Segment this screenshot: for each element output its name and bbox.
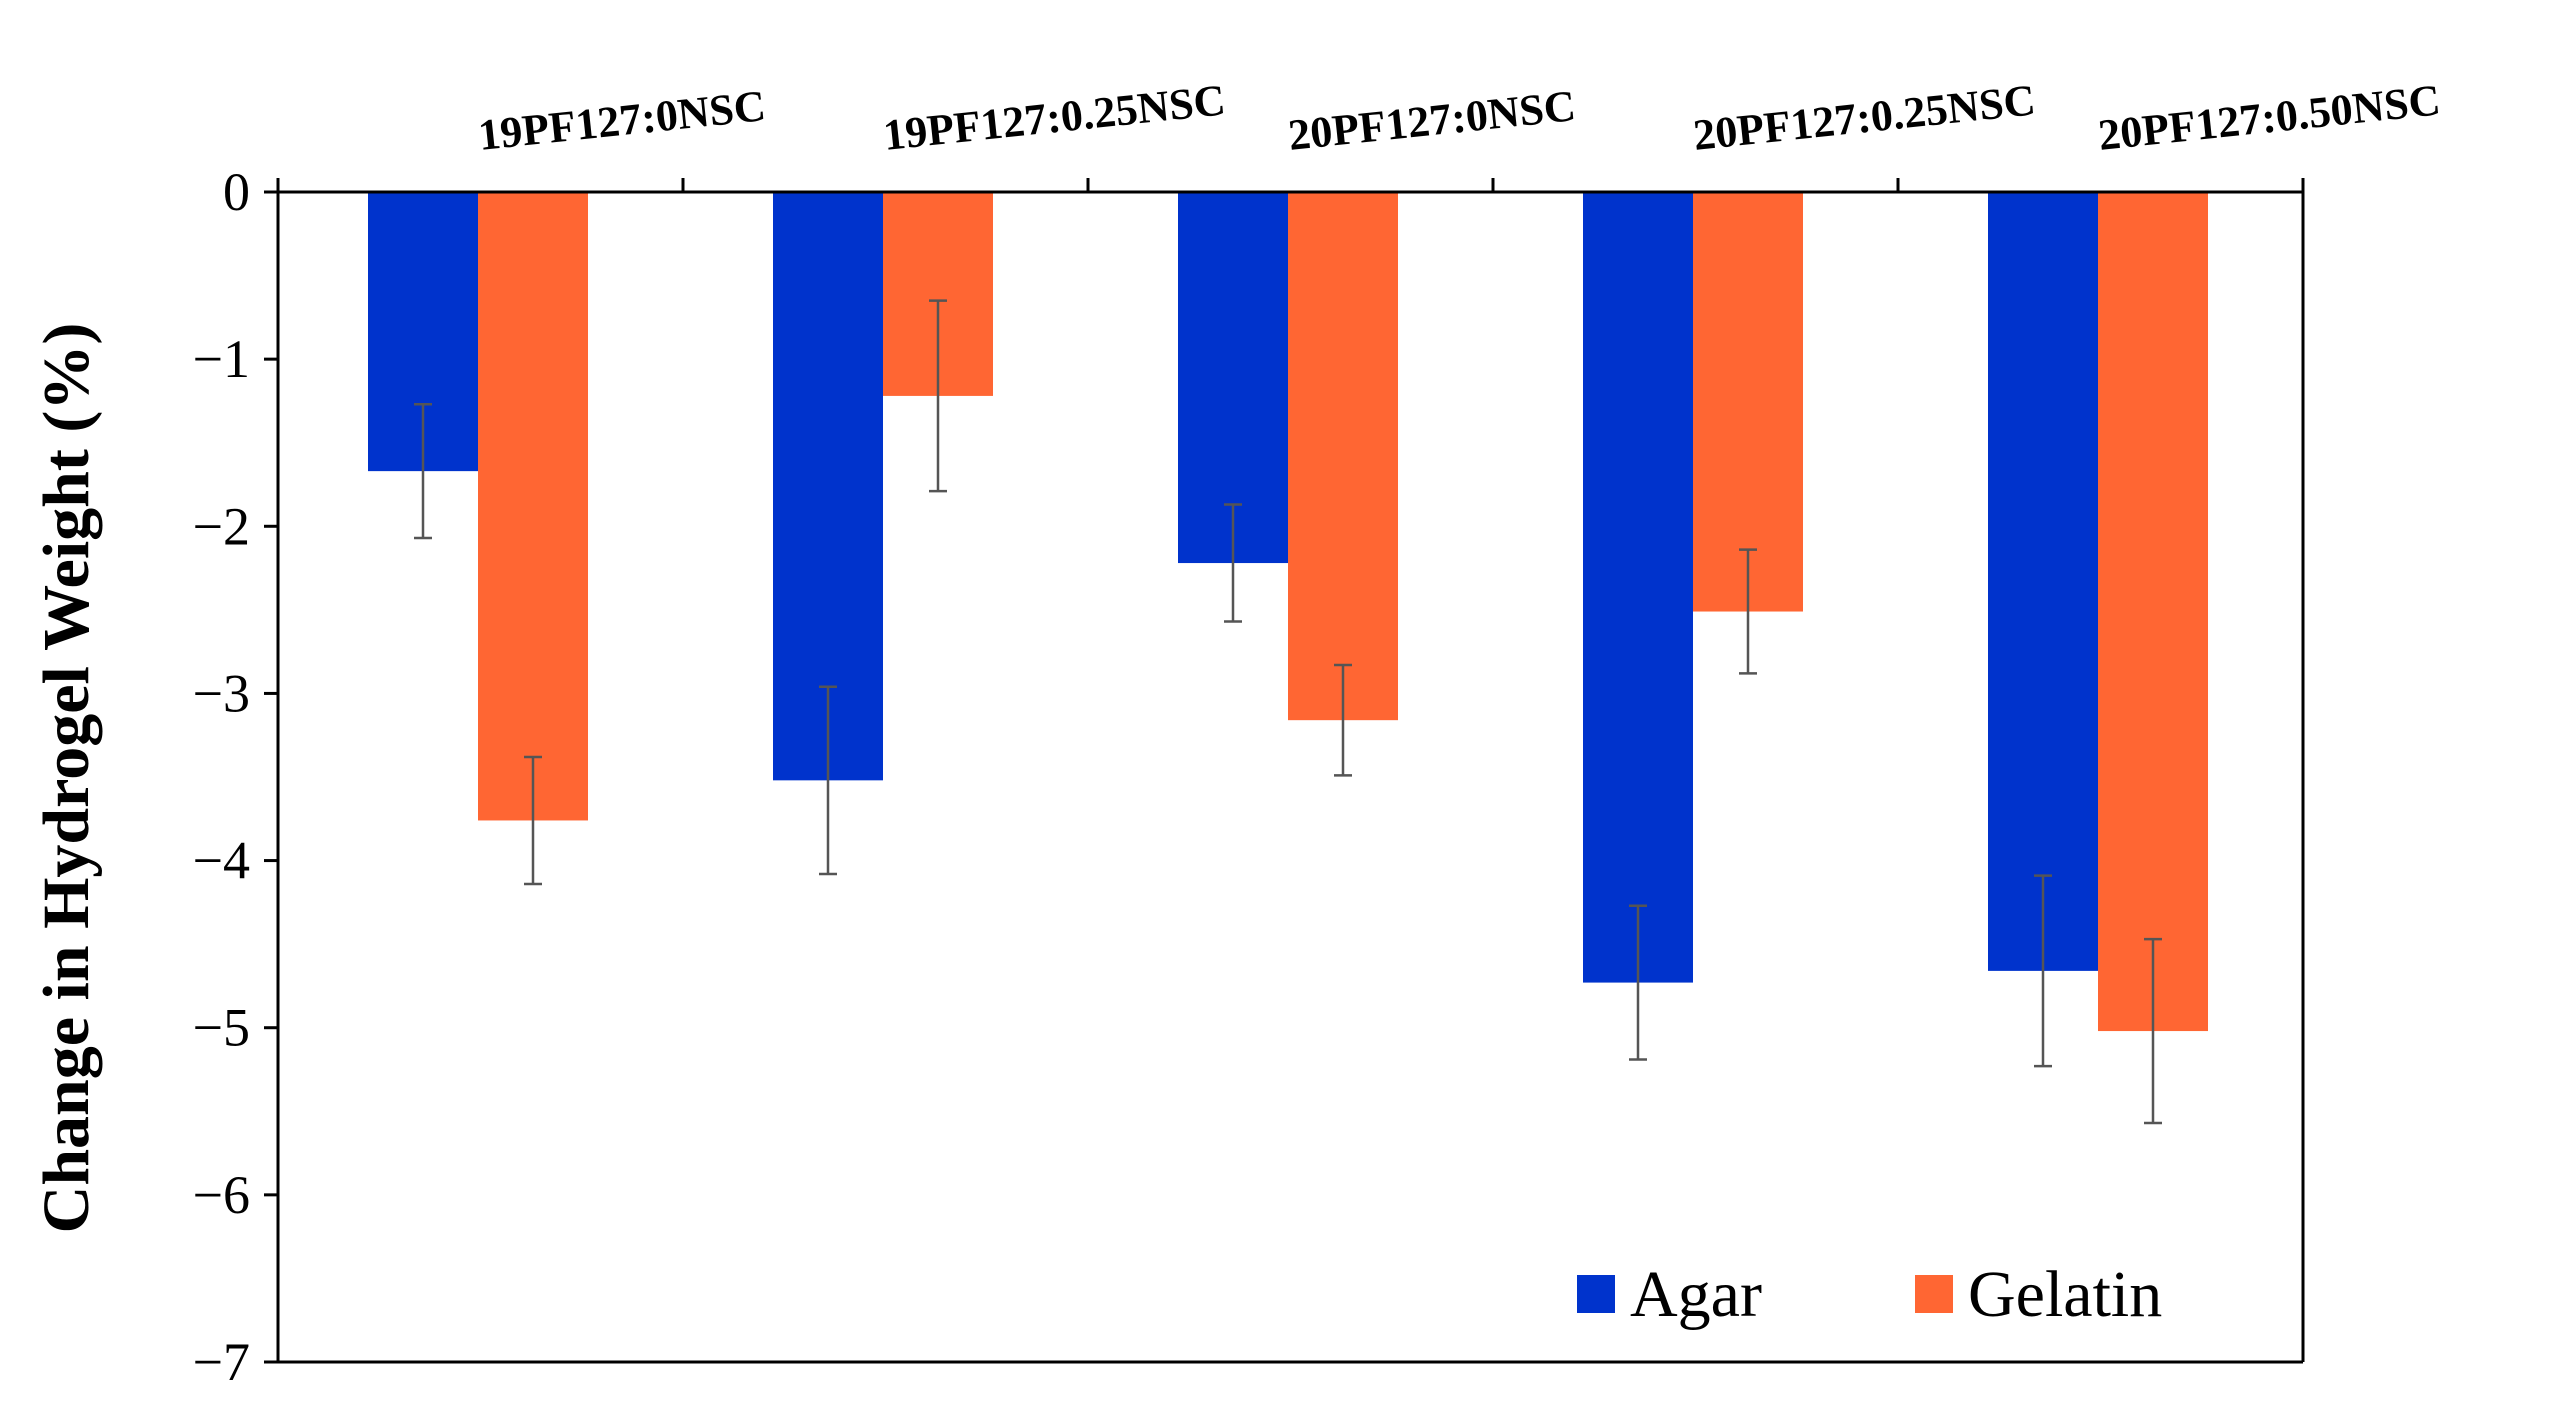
bar-gelatin-3	[1693, 192, 1803, 612]
category-label: 20PF127:0.50NSC	[2096, 75, 2443, 160]
y-tick-label: −2	[193, 496, 250, 556]
y-tick-label: −1	[193, 329, 250, 389]
y-tick-label: −7	[193, 1332, 250, 1392]
bar-agar-2	[1178, 192, 1288, 564]
legend-label-agar: Agar	[1630, 1258, 1762, 1331]
category-label: 19PF127:0NSC	[476, 81, 768, 160]
category-label: 20PF127:0NSC	[1286, 81, 1578, 160]
bar-agar-3	[1583, 192, 1693, 983]
y-tick-label: −5	[193, 998, 250, 1058]
y-tick-label: −4	[193, 831, 250, 891]
bar-gelatin-0	[478, 192, 588, 821]
y-tick-label: −6	[193, 1165, 250, 1225]
bar-agar-4	[1988, 192, 2098, 971]
plot-area: 0 −1 −2 −3 −4 −5 −6 −7 19PF127:0NSC 19PF127:0.25N…	[30, 75, 2443, 1392]
legend-label-gelatin: Gelatin	[1968, 1258, 2162, 1331]
legend-swatch-gelatin	[1915, 1275, 1953, 1313]
y-tick-label: 0	[223, 162, 250, 222]
bar-gelatin-4	[2098, 192, 2208, 1032]
category-label: 20PF127:0.25NSC	[1691, 75, 2038, 160]
category-label: 19PF127:0.25NSC	[881, 75, 1228, 160]
bar-gelatin-2	[1288, 192, 1398, 721]
legend-swatch-agar	[1577, 1275, 1615, 1313]
bar-agar-1	[773, 192, 883, 781]
y-axis-title: Change in Hydrogel Weight (%)	[30, 323, 103, 1234]
y-tick-label: −3	[193, 663, 250, 723]
